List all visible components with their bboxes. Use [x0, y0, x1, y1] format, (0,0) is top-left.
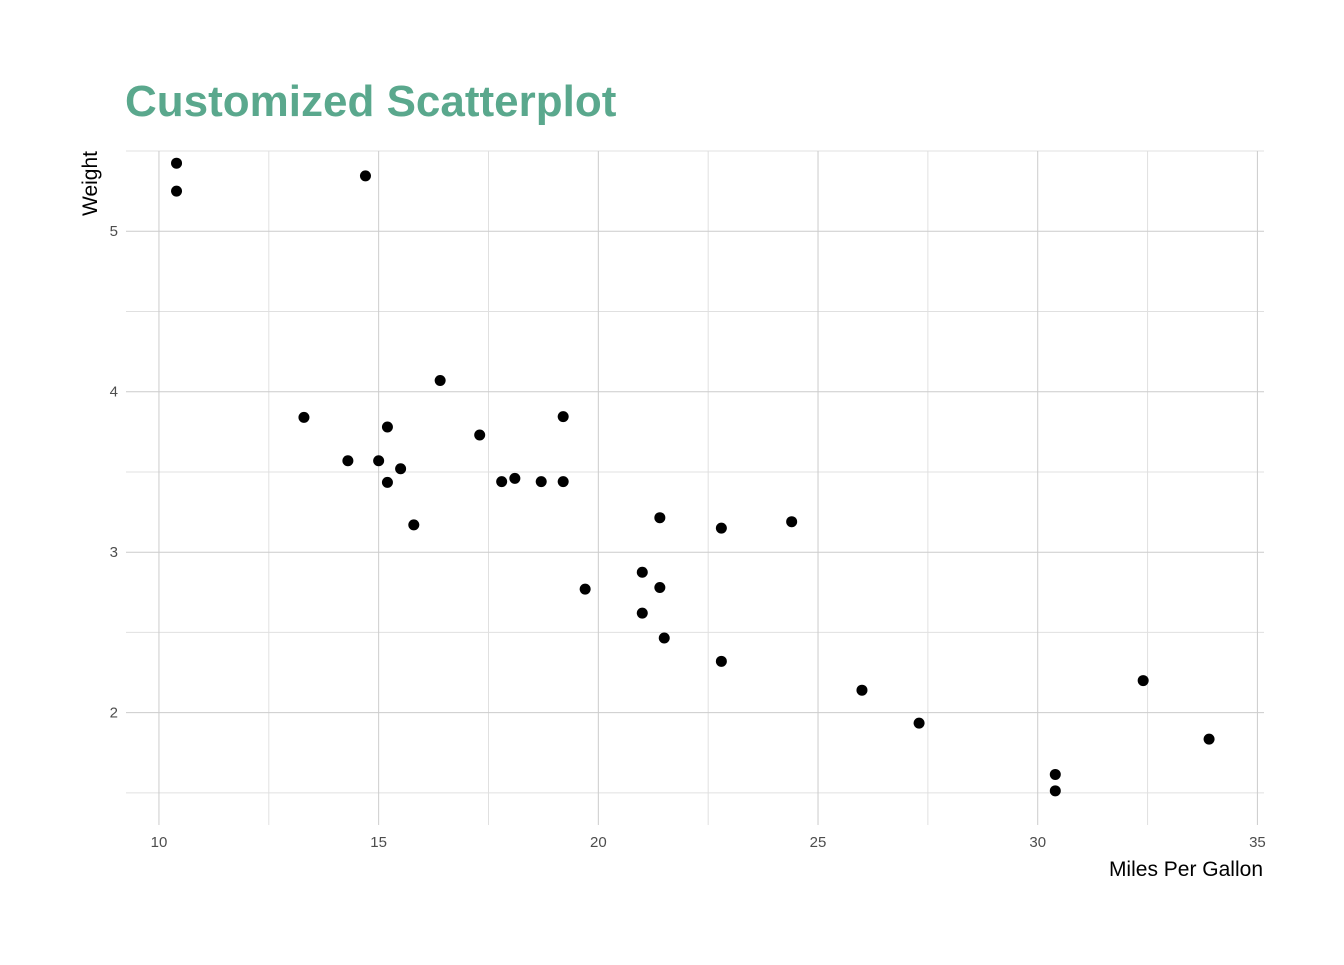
scatter-point — [535, 476, 547, 488]
scatter-point — [636, 566, 648, 578]
scatter-point — [359, 170, 371, 182]
scatter-point — [786, 516, 798, 528]
scatter-point — [395, 463, 407, 475]
scatter-point — [434, 374, 446, 386]
scatter-point — [381, 421, 393, 433]
scatter-point — [557, 411, 569, 423]
points-layer — [171, 157, 1215, 797]
scatter-point — [1137, 675, 1149, 687]
scatter-point — [171, 185, 183, 197]
scatter-point — [1049, 785, 1061, 797]
scatter-point — [654, 581, 666, 593]
x-axis-label: Miles Per Gallon — [1109, 858, 1263, 881]
scatter-point — [913, 717, 925, 729]
scatter-point — [654, 512, 666, 524]
x-tick-label: 25 — [810, 834, 827, 851]
scatter-point — [381, 476, 393, 488]
scatter-point — [658, 632, 670, 644]
scatter-point — [171, 157, 183, 169]
scatter-point — [373, 455, 385, 467]
chart-title: Customized Scatterplot — [125, 77, 617, 126]
y-tick-label: 2 — [110, 705, 118, 722]
x-tick-label: 20 — [590, 834, 607, 851]
scatter-point — [715, 655, 727, 667]
scatter-point — [579, 583, 591, 595]
y-tick-label: 3 — [110, 544, 118, 561]
x-tick-label: 15 — [370, 834, 387, 851]
grid-layer — [126, 150, 1264, 825]
scatter-point — [636, 607, 648, 619]
scatter-point — [408, 519, 420, 531]
scatter-point — [342, 455, 354, 467]
scatter-point — [496, 476, 508, 488]
x-tick-label: 35 — [1249, 834, 1266, 851]
x-tick-label: 30 — [1029, 834, 1046, 851]
scatter-point — [298, 411, 310, 423]
y-tick-label: 5 — [110, 223, 118, 240]
tick-labels-layer: 10 15 20 25 30 35 2 3 4 5 — [110, 223, 1266, 851]
y-tick-label: 4 — [110, 384, 118, 401]
scatter-point — [856, 684, 868, 696]
scatter-point — [557, 476, 569, 488]
scatter-point — [1203, 733, 1215, 745]
x-tick-label: 10 — [151, 834, 168, 851]
y-axis-label: Weight — [79, 151, 102, 216]
scatter-point — [1049, 768, 1061, 780]
scatter-point — [509, 472, 521, 484]
scatter-point — [715, 522, 727, 534]
scatter-point — [474, 429, 486, 441]
